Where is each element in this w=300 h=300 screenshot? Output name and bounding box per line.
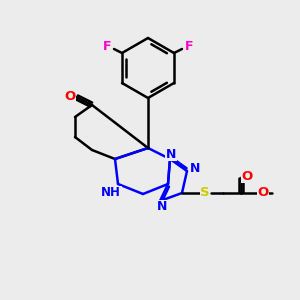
Text: O: O: [64, 89, 76, 103]
Text: N: N: [190, 163, 200, 176]
Text: N: N: [166, 148, 176, 160]
Text: NH: NH: [101, 187, 121, 200]
Text: O: O: [242, 169, 253, 182]
Text: N: N: [157, 200, 167, 214]
Text: F: F: [103, 40, 111, 53]
Text: S: S: [200, 185, 210, 199]
Text: F: F: [185, 40, 193, 53]
Text: O: O: [257, 187, 268, 200]
